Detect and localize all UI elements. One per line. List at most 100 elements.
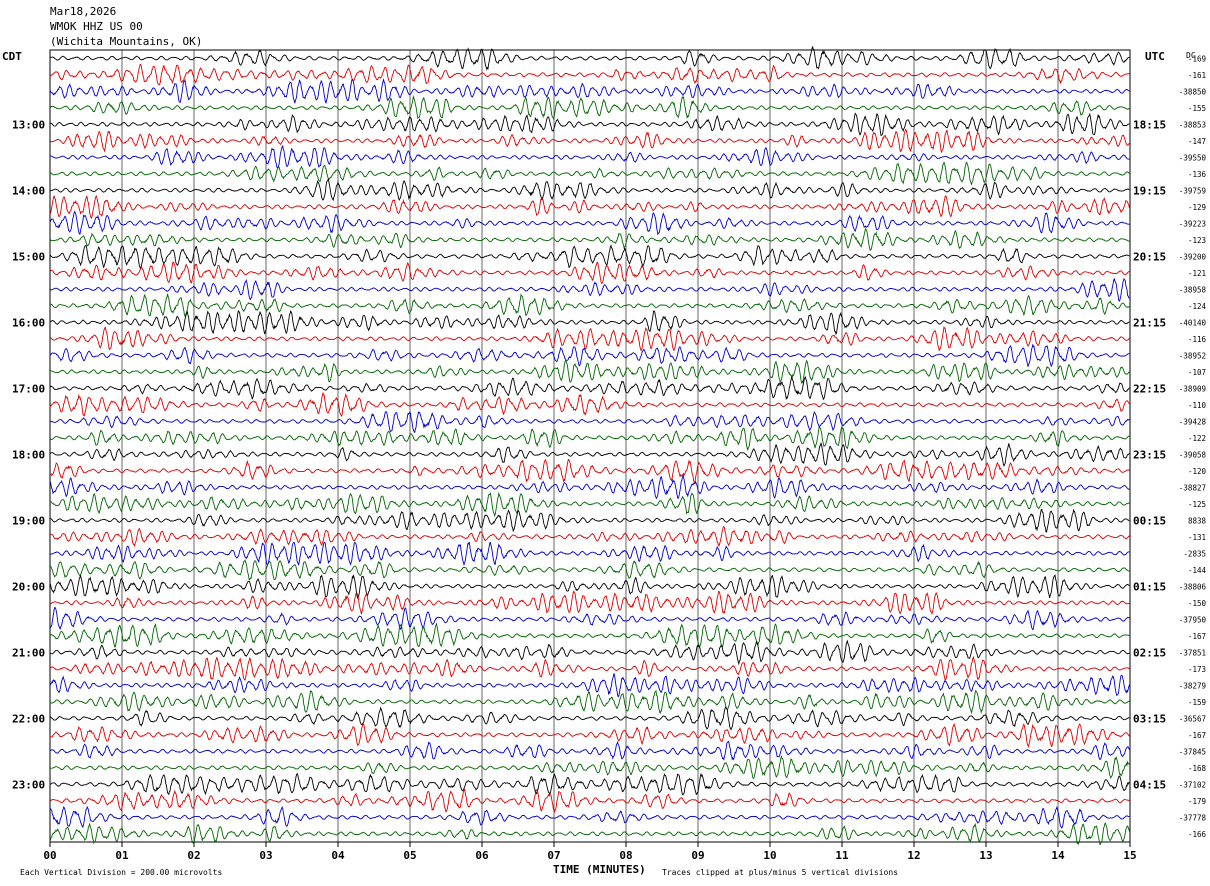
trace-row-44	[49, 772, 1130, 796]
trace-row-35	[49, 622, 1130, 649]
seismic-traces	[49, 46, 1130, 846]
dc-offset-label: -40140	[1179, 318, 1207, 327]
dc-offset-label: -110	[1188, 401, 1207, 410]
right-hour-label: 22:15	[1133, 382, 1166, 395]
trace-row-20	[49, 375, 1130, 401]
trace-row-43	[49, 755, 1130, 780]
dc-offset-label: -168	[1188, 764, 1207, 773]
trace-row-17	[49, 325, 1130, 352]
x-tick-label: 06	[475, 849, 489, 862]
dc-offset-label: -38827	[1179, 483, 1206, 492]
dc-offset-label: -161	[1188, 71, 1206, 80]
left-hour-label: 22:00	[12, 712, 45, 725]
left-timezone-label: CDT	[2, 50, 22, 63]
right-hour-label: 01:15	[1133, 580, 1166, 593]
dc-offset-labels: -169 -161 -38850 -155 -38853 -147 -39550 -136 -3…	[1179, 54, 1207, 839]
dc-offset-label: -38958	[1179, 285, 1207, 294]
trace-row-11	[49, 227, 1130, 252]
dc-offset-label: -38806	[1179, 582, 1207, 591]
dc-offset-label: -150	[1188, 599, 1207, 608]
x-tick-label: 11	[835, 849, 849, 862]
left-hour-label: 14:00	[12, 184, 45, 197]
dc-offset-label: -147	[1188, 137, 1206, 146]
dc-offset-label: -39200	[1179, 252, 1207, 261]
dc-offset-label: -37778	[1179, 813, 1207, 822]
left-hour-label: 15:00	[12, 250, 45, 263]
trace-row-2	[49, 78, 1130, 105]
left-hour-label: 23:00	[12, 778, 45, 791]
trace-row-26	[49, 474, 1130, 500]
trace-row-31	[49, 559, 1130, 581]
header-date: Mar18,2026	[50, 5, 117, 18]
right-hour-label: 21:15	[1133, 316, 1166, 329]
trace-row-13	[49, 261, 1130, 284]
right-hour-labels: 18:15 19:15 20:15 21:15 22:15 23:15 00:15 01:15…	[1133, 118, 1166, 791]
x-tick-label: 15	[1123, 849, 1136, 862]
x-tick-label: 12	[907, 849, 920, 862]
x-tick-label: 05	[403, 849, 416, 862]
trace-row-6	[50, 144, 1130, 169]
dc-offset-label: -173	[1188, 665, 1206, 674]
dc-offset-label: -122	[1188, 434, 1206, 443]
x-tick-label: 08	[619, 849, 632, 862]
header-station: WMOK HHZ US 00	[50, 20, 143, 33]
trace-row-4	[50, 112, 1130, 136]
trace-row-21	[49, 391, 1130, 418]
x-tick-label: 09	[691, 849, 704, 862]
right-hour-label: 03:15	[1133, 712, 1166, 725]
dc-offset-label: -155	[1188, 104, 1206, 113]
trace-row-8	[49, 178, 1130, 202]
dc-offset-label: -37845	[1179, 747, 1206, 756]
left-hour-label: 18:00	[12, 448, 45, 461]
right-hour-label: 00:15	[1133, 514, 1166, 527]
trace-row-47	[49, 822, 1130, 846]
dc-header-label: DC	[1186, 51, 1196, 60]
trace-row-27	[49, 491, 1130, 518]
dc-offset-label: -38279	[1179, 681, 1206, 690]
trace-row-23	[49, 426, 1130, 452]
clip-note: Traces clipped at plus/minus 5 vertical …	[662, 868, 898, 877]
trace-row-0	[49, 46, 1130, 71]
left-hour-labels: 13:00 14:00 15:00 16:00 17:00 18:00 19:00 20:00…	[12, 118, 45, 791]
trace-row-15	[49, 293, 1130, 318]
dc-offset-label: -36567	[1179, 714, 1206, 723]
dc-offset-label: -38952	[1179, 351, 1206, 360]
x-axis-ticks: 00 01 02 03 04 05 06 07 08 09 10 11 12 13 14 15	[43, 842, 1137, 862]
dc-offset-label: -39759	[1179, 186, 1206, 195]
dc-offset-label: -38853	[1179, 120, 1206, 129]
trace-row-41	[49, 722, 1130, 749]
dc-offset-label: -39550	[1179, 153, 1207, 162]
header-location: (Wichita Mountains, OK)	[50, 35, 203, 48]
dc-offset-label: -166	[1188, 830, 1207, 839]
minute-gridlines	[121, 50, 1059, 842]
scale-note: Each Vertical Division = 200.00 microvol…	[20, 868, 222, 877]
dc-offset-label: -107	[1188, 368, 1206, 377]
right-hour-label: 18:15	[1133, 118, 1166, 131]
dc-offset-label: -38909	[1179, 384, 1206, 393]
trace-row-18	[49, 344, 1130, 368]
trace-row-12	[49, 244, 1130, 270]
x-tick-label: 14	[1051, 849, 1065, 862]
trace-row-10	[49, 210, 1130, 236]
dc-offset-label: -121	[1188, 269, 1206, 278]
right-timezone-label: UTC	[1145, 50, 1165, 63]
trace-row-29	[49, 525, 1130, 548]
dc-offset-label: -159	[1188, 698, 1206, 707]
left-hour-label: 19:00	[12, 514, 45, 527]
trace-row-36	[49, 639, 1130, 666]
trace-row-33	[50, 590, 1130, 616]
trace-row-38	[49, 673, 1130, 698]
dc-offset-label: -169	[1188, 54, 1206, 63]
right-hour-label: 20:15	[1133, 250, 1166, 263]
trace-row-22	[49, 410, 1130, 433]
dc-offset-label: -129	[1188, 203, 1206, 212]
left-hour-label: 21:00	[12, 646, 45, 659]
dc-offset-label: -2835	[1183, 549, 1206, 558]
x-tick-label: 04	[331, 849, 345, 862]
trace-row-30	[49, 541, 1130, 567]
trace-row-39	[49, 689, 1130, 715]
trace-row-5	[49, 128, 1130, 154]
dc-offset-label: -39223	[1179, 219, 1206, 228]
right-hour-label: 19:15	[1133, 184, 1166, 197]
dc-offset-label: -39058	[1179, 450, 1207, 459]
